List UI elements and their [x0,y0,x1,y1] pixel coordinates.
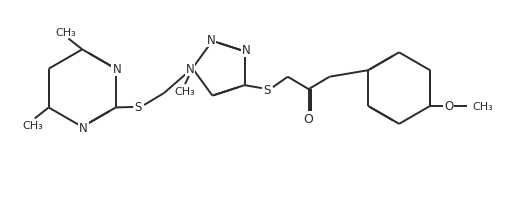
Text: CH₃: CH₃ [22,120,43,130]
Text: CH₃: CH₃ [55,28,76,38]
Text: N: N [206,34,215,47]
Text: N: N [242,44,250,57]
Text: O: O [444,100,454,113]
Text: S: S [263,83,271,96]
Text: O: O [304,112,314,125]
Text: N: N [186,63,194,76]
Text: S: S [135,101,142,114]
Text: CH₃: CH₃ [175,86,195,96]
Text: N: N [112,62,121,75]
Text: N: N [79,121,88,134]
Text: CH₃: CH₃ [472,101,493,111]
